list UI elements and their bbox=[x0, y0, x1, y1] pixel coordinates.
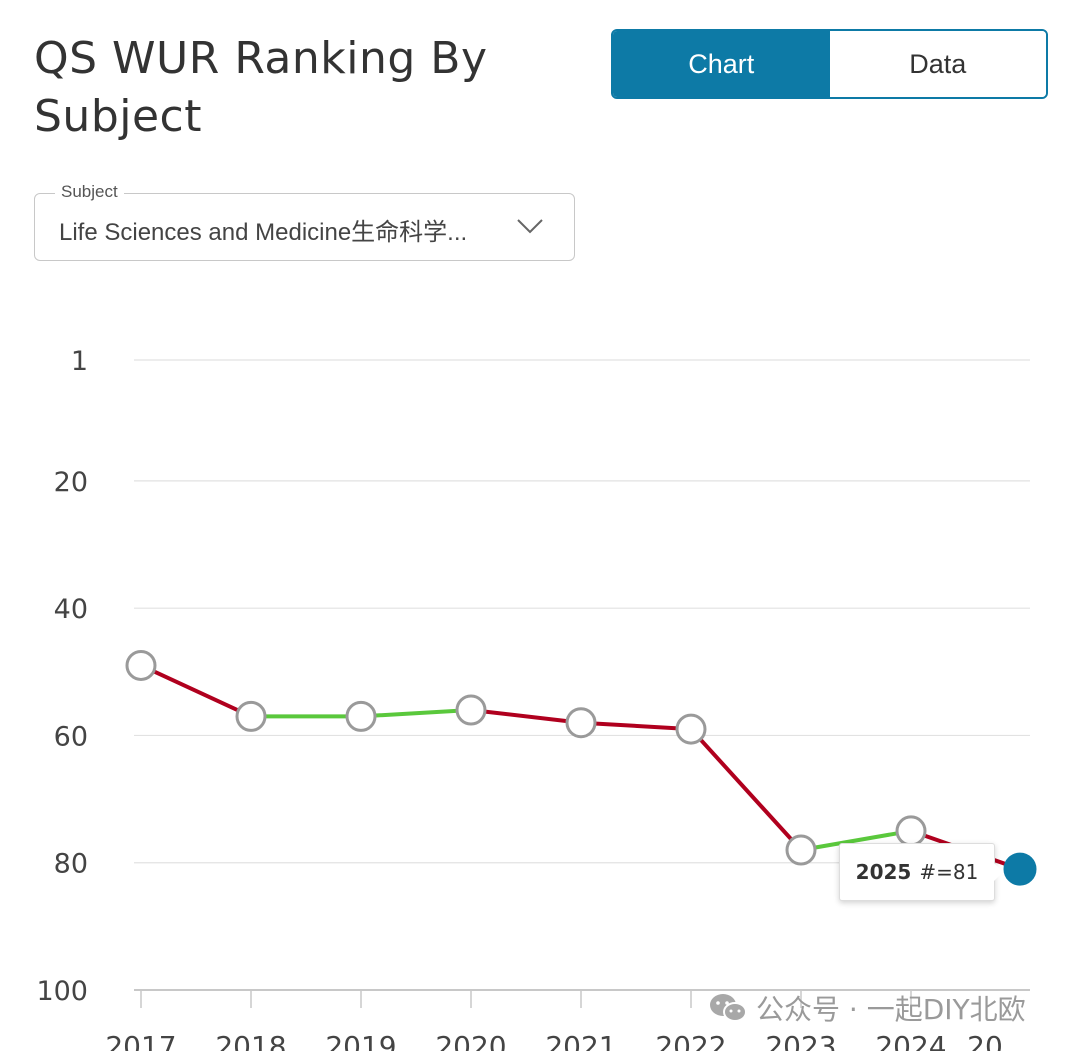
x-tick-label: 2019 bbox=[325, 1030, 396, 1051]
y-tick-label: 100 bbox=[36, 976, 88, 1007]
data-point bbox=[125, 649, 157, 681]
watermark-text: 公众号 · 一起DIY北欧 bbox=[756, 993, 1026, 1026]
line-segment bbox=[689, 727, 803, 852]
data-tab[interactable]: Data bbox=[829, 31, 1046, 97]
data-point bbox=[785, 834, 817, 866]
point-tooltip: 2025 #=81 bbox=[839, 843, 1003, 901]
line-segment bbox=[469, 708, 583, 725]
y-tick-label: 20 bbox=[54, 467, 88, 498]
x-tick-label: 2018 bbox=[215, 1030, 286, 1051]
subject-selected-value: Life Sciences and Medicine生命科学... bbox=[59, 219, 468, 246]
data-point bbox=[1003, 852, 1037, 886]
x-tick-label: 2021 bbox=[545, 1030, 616, 1051]
subject-label: Subject bbox=[55, 182, 124, 202]
data-point bbox=[675, 713, 707, 745]
view-toggle: Chart Data bbox=[611, 29, 1048, 99]
tooltip-year: 2025 bbox=[855, 860, 912, 884]
data-point bbox=[235, 700, 267, 732]
chart-tab[interactable]: Chart bbox=[613, 31, 830, 97]
x-tick-label: 2017 bbox=[105, 1030, 176, 1051]
y-tick-label: 40 bbox=[54, 594, 88, 625]
line-segment bbox=[799, 828, 913, 852]
subject-select[interactable]: Subject Life Sciences and Medicine生命科学..… bbox=[34, 182, 575, 261]
line-segment bbox=[359, 708, 473, 719]
x-tick-label: 2024 bbox=[875, 1030, 946, 1051]
data-point bbox=[565, 707, 597, 739]
y-tick-label: 80 bbox=[54, 849, 88, 880]
y-tick-label: 60 bbox=[54, 721, 88, 752]
x-tick-label: 2022 bbox=[655, 1030, 726, 1051]
data-point bbox=[345, 700, 377, 732]
watermark: 公众号 · 一起DIY北欧 bbox=[708, 988, 1026, 1028]
y-tick-label: 1 bbox=[71, 346, 88, 377]
chevron-down-icon bbox=[517, 219, 543, 234]
wechat-icon bbox=[710, 994, 747, 1022]
page-title: QS WUR Ranking By Subject bbox=[34, 33, 488, 142]
line-segment bbox=[579, 720, 693, 732]
data-point bbox=[895, 815, 927, 847]
x-tick-label: 2020 bbox=[435, 1030, 506, 1051]
data-point bbox=[455, 694, 487, 726]
x-tick-label: 20 bbox=[967, 1030, 1003, 1051]
tooltip-value: #=81 bbox=[919, 860, 979, 884]
x-tick-label: 2023 bbox=[765, 1030, 836, 1051]
line-segment bbox=[139, 663, 253, 719]
